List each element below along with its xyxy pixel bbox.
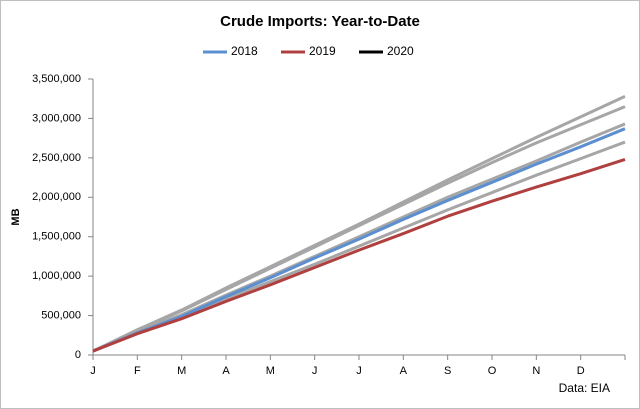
x-tick-label: M	[266, 365, 275, 377]
x-tick-label: A	[222, 365, 230, 377]
x-tick-label: A	[400, 365, 408, 377]
legend-label: 2020	[387, 44, 414, 58]
x-tick-label: J	[356, 365, 362, 377]
y-tick-label: 2,500,000	[32, 152, 81, 164]
y-tick-label: 1,500,000	[32, 231, 81, 243]
legend-label: 2018	[231, 44, 258, 58]
x-tick-label: D	[577, 365, 585, 377]
x-tick-label: N	[532, 365, 540, 377]
x-tick-label: J	[312, 365, 318, 377]
x-tick-label: F	[134, 365, 141, 377]
series-line	[92, 105, 626, 353]
x-tick-label: S	[444, 365, 451, 377]
source-note: Data: EIA	[559, 381, 610, 395]
y-tick-label: 3,500,000	[32, 73, 81, 85]
x-tick-label: J	[90, 365, 96, 377]
y-tick-label: 0	[75, 349, 81, 361]
x-tick-label: M	[177, 365, 186, 377]
x-tick-label: O	[488, 365, 497, 377]
y-axis-label: MB	[10, 208, 22, 225]
y-tick-label: 500,000	[41, 309, 81, 321]
chart-title: Crude Imports: Year-to-Date	[220, 13, 420, 30]
series-line	[92, 158, 626, 353]
y-tick-label: 3,000,000	[32, 112, 81, 124]
series-line	[92, 127, 626, 353]
legend-label: 2019	[309, 44, 336, 58]
y-tick-label: 2,000,000	[32, 191, 81, 203]
y-tick-label: 1,000,000	[32, 270, 81, 282]
